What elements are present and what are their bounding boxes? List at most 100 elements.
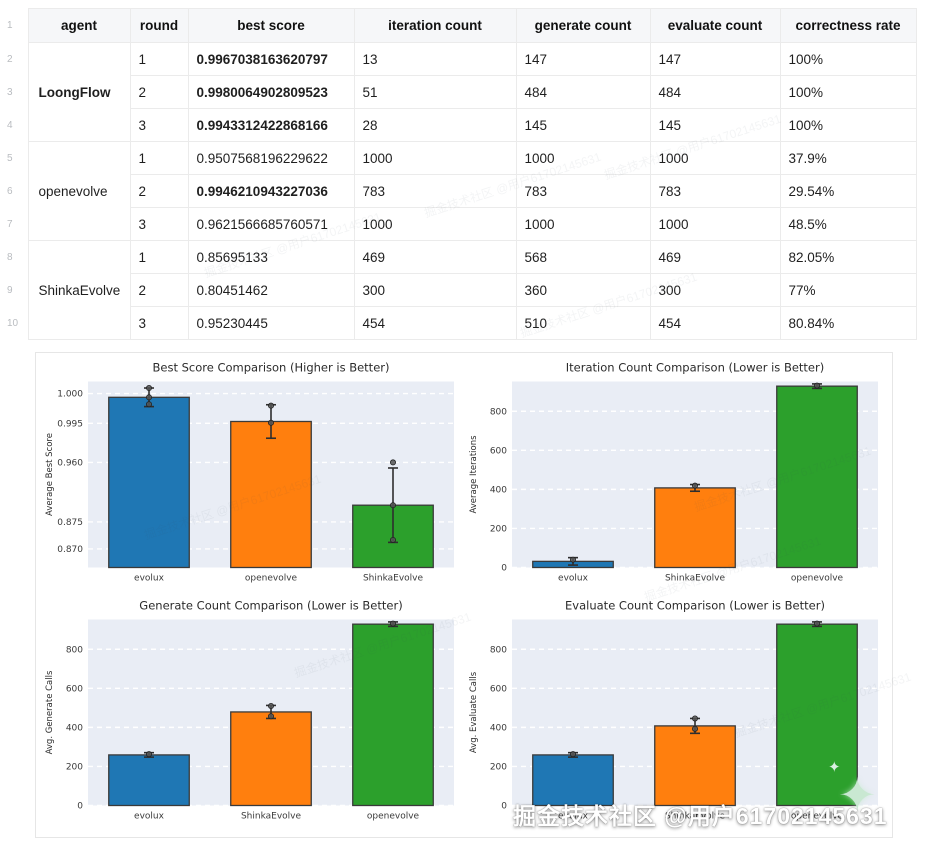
generate-count-cell: 568 bbox=[515, 240, 651, 274]
data-point bbox=[267, 419, 274, 426]
generate-count-cell: 783 bbox=[515, 174, 651, 208]
x-tick-label: evolux bbox=[134, 574, 165, 584]
table-row: 3 2 0.9980064902809523 51 484 484 100% bbox=[0, 75, 917, 109]
best-score-cell: 0.9507568196229622 bbox=[187, 141, 355, 175]
correctness-rate-cell: 100% bbox=[779, 108, 917, 142]
generate-count-cell: 1000 bbox=[515, 141, 651, 175]
generate-count-cell: 484 bbox=[515, 75, 651, 109]
iteration-count-cell: 469 bbox=[353, 240, 517, 274]
chart-svg: 0 200 400 600 800 evolux ShinkaEvolve openevolv… bbox=[469, 361, 878, 584]
generate-count-cell: 147 bbox=[515, 42, 651, 76]
data-point bbox=[813, 620, 820, 627]
y-tick-label: 800 bbox=[490, 645, 507, 655]
data-point bbox=[389, 620, 396, 627]
table-row: 9 2 0.80451462 300 360 300 77% bbox=[0, 273, 917, 307]
evaluate-count-cell: 145 bbox=[649, 108, 781, 142]
y-tick-label: 0 bbox=[501, 802, 507, 812]
data-point bbox=[146, 394, 153, 401]
correctness-rate-cell: 77% bbox=[779, 273, 917, 307]
x-tick-label: ShinkaEvolve bbox=[363, 574, 424, 584]
correctness-rate-cell: 29.54% bbox=[779, 174, 917, 208]
data-point bbox=[691, 482, 698, 489]
bar-ShinkaEvolve bbox=[654, 487, 736, 569]
data-point bbox=[267, 402, 274, 409]
bar-evolux bbox=[108, 754, 190, 807]
data-point bbox=[389, 502, 396, 509]
table-row: 4 3 0.9943312422868166 28 145 145 100% bbox=[0, 108, 917, 142]
results-table-section: 1 agent round best score iteration count gene… bbox=[0, 8, 917, 340]
y-tick-label: 600 bbox=[66, 684, 83, 694]
y-tick-label: 400 bbox=[66, 723, 83, 733]
row-number: 5 bbox=[0, 141, 28, 175]
bar-evolux bbox=[108, 396, 190, 569]
chart-panel-best-score: 0.870 0.875 0.960 0.995 1.000 evolux openevolv… bbox=[40, 357, 464, 595]
iteration-count-cell: 51 bbox=[353, 75, 517, 109]
column-header-iteration-count: iteration count bbox=[353, 8, 517, 43]
row-number: 3 bbox=[0, 75, 28, 109]
y-tick-label: 0 bbox=[77, 802, 83, 812]
correctness-rate-cell: 48.5% bbox=[779, 207, 917, 241]
correctness-rate-cell: 100% bbox=[779, 42, 917, 76]
y-axis-label: Avg. Evaluate Calls bbox=[469, 671, 479, 753]
chart-panel-evaluate-count: 0 200 400 600 800 evolux ShinkaEvolve openevolv… bbox=[464, 595, 888, 833]
iteration-count-cell: 1000 bbox=[353, 141, 517, 175]
generate-count-cell: 145 bbox=[515, 108, 651, 142]
row-number: 6 bbox=[0, 174, 28, 208]
data-point bbox=[267, 713, 274, 720]
results-table: 1 agent round best score iteration count gene… bbox=[0, 8, 917, 340]
evaluate-count-cell: 300 bbox=[649, 273, 781, 307]
round-cell: 2 bbox=[129, 75, 189, 109]
y-tick-label: 0.960 bbox=[57, 458, 83, 468]
agent-cell: openevolve bbox=[27, 141, 131, 241]
y-tick-label: 200 bbox=[66, 762, 83, 772]
chart-title: Iteration Count Comparison (Lower is Bet… bbox=[566, 361, 824, 375]
evaluate-count-cell: 454 bbox=[649, 306, 781, 340]
sparkle-icon: ✦ bbox=[838, 769, 877, 821]
best-score-cell: 0.9943312422868166 bbox=[187, 108, 355, 142]
generate-count-cell: 1000 bbox=[515, 207, 651, 241]
column-header-best-score: best score bbox=[187, 8, 355, 43]
data-point bbox=[267, 702, 274, 709]
evaluate-count-cell: 469 bbox=[649, 240, 781, 274]
bar-openevolve bbox=[230, 420, 312, 569]
header-row: 1 agent round best score iteration count gene… bbox=[0, 8, 917, 43]
x-tick-label: openevolve bbox=[367, 812, 420, 822]
table-row: 5 openevolve 1 0.9507568196229622 1000 1000 10… bbox=[0, 141, 917, 241]
y-axis-label: Avg. Generate Calls bbox=[45, 670, 55, 754]
chart-title: Best Score Comparison (Higher is Better) bbox=[153, 361, 390, 375]
y-tick-label: 200 bbox=[490, 762, 507, 772]
y-tick-label: 200 bbox=[490, 524, 507, 534]
results-table-body: 2 LoongFlow 1 0.9967038163620797 13 147 147 100… bbox=[0, 42, 917, 340]
charts-figure: 0.870 0.875 0.960 0.995 1.000 evolux openevolv… bbox=[35, 352, 893, 838]
column-header-correctness-rate: correctness rate bbox=[779, 8, 917, 43]
bar-evolux bbox=[532, 754, 614, 807]
x-tick-label: evolux bbox=[558, 574, 589, 584]
table-row: 7 3 0.9621566685760571 1000 1000 1000 48.5% bbox=[0, 207, 917, 241]
correctness-rate-cell: 80.84% bbox=[779, 306, 917, 340]
best-score-cell: 0.95230445 bbox=[187, 306, 355, 340]
iteration-count-cell: 13 bbox=[353, 42, 517, 76]
sparkle-small-icon: ✦ bbox=[828, 759, 841, 776]
row-number: 1 bbox=[0, 8, 28, 43]
correctness-rate-cell: 82.05% bbox=[779, 240, 917, 274]
round-cell: 3 bbox=[129, 306, 189, 340]
round-cell: 3 bbox=[129, 207, 189, 241]
y-axis-label: Average Best Score bbox=[45, 433, 55, 516]
watermark-text: 掘金技术社区 @用户61702145631 bbox=[513, 803, 888, 829]
row-number: 2 bbox=[0, 42, 28, 76]
data-point bbox=[691, 725, 698, 732]
data-point bbox=[570, 751, 577, 758]
x-tick-label: openevolve bbox=[791, 574, 844, 584]
table-row: 2 LoongFlow 1 0.9967038163620797 13 147 147 100… bbox=[0, 42, 917, 142]
round-cell: 1 bbox=[129, 141, 189, 175]
y-tick-label: 600 bbox=[490, 446, 507, 456]
y-tick-label: 800 bbox=[490, 407, 507, 417]
chart-panel-iteration-count: 0 200 400 600 800 evolux ShinkaEvolve openevolv… bbox=[464, 357, 888, 595]
y-tick-label: 0.870 bbox=[57, 545, 83, 555]
best-score-cell: 0.80451462 bbox=[187, 273, 355, 307]
round-cell: 1 bbox=[129, 42, 189, 76]
y-tick-label: 1.000 bbox=[57, 390, 83, 400]
evaluate-count-cell: 783 bbox=[649, 174, 781, 208]
y-tick-label: 0.875 bbox=[57, 518, 83, 528]
best-score-cell: 0.9980064902809523 bbox=[187, 75, 355, 109]
